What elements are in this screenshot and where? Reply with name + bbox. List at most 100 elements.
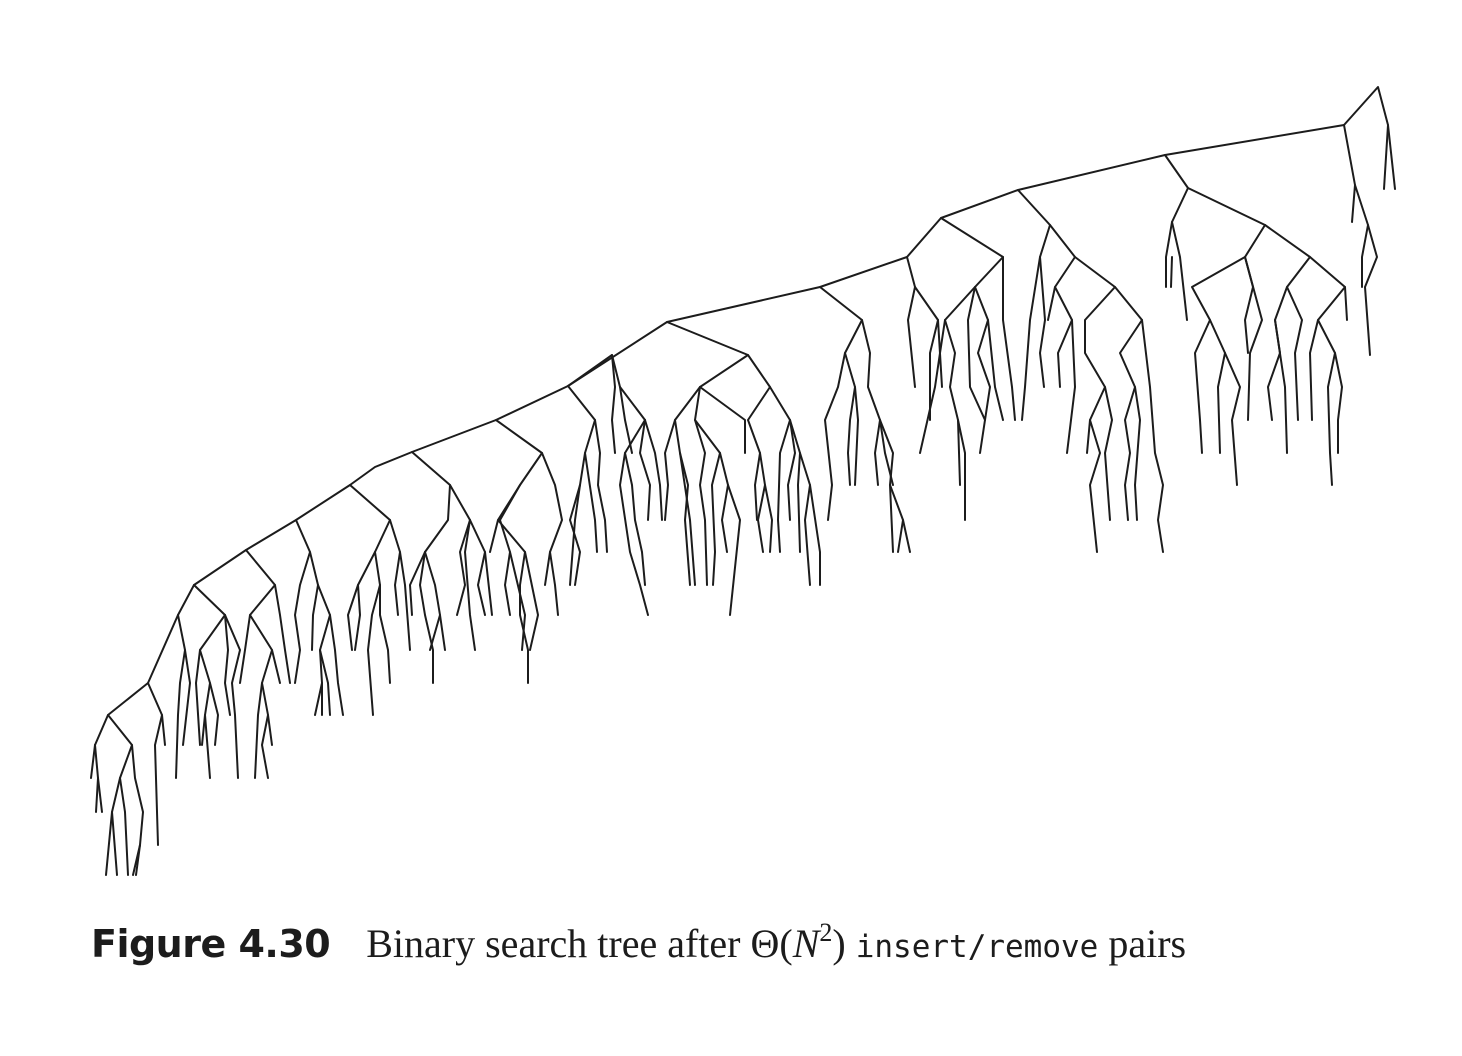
- caption-theta: Θ(: [750, 921, 793, 966]
- tree-edge: [711, 452, 721, 586]
- tree-edge: [940, 217, 1016, 421]
- tree-edge: [1039, 256, 1046, 388]
- tree-edge: [919, 286, 976, 454]
- tree-edge: [1171, 221, 1188, 321]
- tree-edge: [347, 484, 391, 651]
- tree-edge: [90, 744, 96, 779]
- tree-edge: [1209, 319, 1241, 486]
- tree-edge: [274, 584, 291, 684]
- tree-edge: [664, 419, 676, 521]
- tree-edge: [1343, 124, 1378, 356]
- tree-edge: [193, 584, 226, 779]
- caption-op-insert: insert: [855, 929, 968, 965]
- tree-edge: [944, 319, 966, 521]
- tree-edge: [879, 419, 894, 486]
- tree-edge: [1309, 286, 1346, 421]
- tree-edge: [1104, 386, 1113, 521]
- tree-edge: [544, 551, 551, 586]
- tree-edge: [754, 452, 761, 521]
- caption-suffix: pairs: [1098, 921, 1187, 966]
- tree-edge: [694, 419, 708, 586]
- tree-edge: [464, 519, 476, 651]
- tree-edge: [374, 551, 391, 684]
- tree-edge: [1086, 419, 1091, 454]
- tree-edge: [245, 549, 276, 779]
- caption-op-remove: remove: [986, 929, 1099, 965]
- tree-edge: [594, 419, 608, 553]
- tree-edge: [1066, 319, 1076, 454]
- tree-edge: [861, 319, 911, 553]
- tree-edge: [132, 844, 141, 876]
- tree-edge: [1334, 352, 1343, 454]
- tree-edge: [679, 452, 696, 586]
- tree-edge: [721, 484, 729, 553]
- tree-edge: [699, 386, 746, 454]
- tree-edge: [1164, 154, 1348, 321]
- tree-edge: [424, 551, 446, 651]
- tree-edge: [844, 352, 856, 486]
- tree-edge: [787, 419, 796, 521]
- tree-edge: [329, 614, 344, 716]
- caption-slash: /: [967, 929, 987, 965]
- tree-edge: [694, 386, 741, 616]
- tree-edge: [399, 551, 411, 651]
- tree-edge: [666, 321, 749, 586]
- tree-edge: [1170, 256, 1173, 288]
- tree-edge: [777, 419, 791, 553]
- caption-prefix: Binary search tree after: [366, 921, 751, 966]
- tree-edge: [201, 714, 206, 746]
- tree-edge: [804, 484, 811, 586]
- tree-edge: [907, 286, 916, 388]
- tree-edge: [309, 551, 331, 716]
- tree-edge: [111, 811, 118, 876]
- tree-edge: [354, 584, 361, 651]
- tree-edge: [97, 777, 103, 813]
- tree-edge: [519, 551, 529, 684]
- tree-edge: [367, 584, 381, 716]
- tree-edge: [1017, 189, 1164, 553]
- tree-edge: [874, 419, 881, 486]
- tree-edge: [569, 484, 581, 586]
- tree-edge: [484, 551, 493, 616]
- tree-edge: [624, 452, 646, 586]
- tree-edge: [1343, 86, 1389, 190]
- tree-edge: [854, 386, 859, 486]
- tree-edge: [619, 386, 633, 454]
- tree-edge: [611, 354, 616, 454]
- tree-edge: [1267, 256, 1311, 421]
- tree-edge: [209, 682, 219, 746]
- tree-edge: [311, 584, 319, 651]
- tree-edge: [271, 649, 281, 684]
- tree-edge: [1351, 184, 1356, 223]
- tree-edge: [1217, 352, 1226, 454]
- tree-spine: [94, 124, 1345, 746]
- tree-edge: [1165, 187, 1189, 288]
- caption-close: ): [832, 921, 856, 966]
- tree-edge: [1084, 286, 1116, 553]
- tree-edge: [497, 519, 539, 651]
- figure-label: Figure 4.30: [91, 922, 331, 966]
- tree-edge: [294, 519, 311, 684]
- tree-edge: [419, 551, 434, 684]
- tree-edge: [509, 551, 526, 651]
- tree-edge: [147, 682, 163, 846]
- tree-edge: [937, 319, 943, 388]
- tree-edge: [105, 714, 133, 876]
- tree-edge: [389, 519, 401, 616]
- tree-edge: [175, 649, 186, 779]
- figure-caption: Figure 4.30 Binary search tree after Θ(N2…: [91, 918, 1186, 967]
- tree-edge: [429, 614, 441, 651]
- tree-edge: [1134, 386, 1141, 521]
- tree-edge: [644, 419, 663, 521]
- tree-edge: [639, 419, 651, 521]
- tree-edge: [254, 682, 263, 779]
- tree-edge: [1317, 319, 1336, 486]
- tree-edge: [957, 419, 961, 486]
- tree-edge: [977, 319, 991, 421]
- caption-exponent: 2: [819, 918, 833, 947]
- tree-edge: [1047, 286, 1056, 321]
- tree-edge: [267, 714, 273, 746]
- tree-edge: [224, 614, 241, 779]
- tree-edge: [409, 451, 451, 616]
- tree-edge: [119, 777, 129, 876]
